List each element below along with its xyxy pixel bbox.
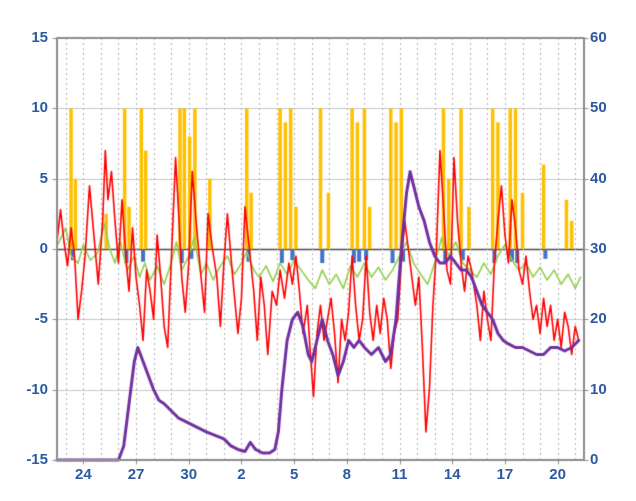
left-axis-tick-label: 15	[31, 29, 48, 46]
right-axis-tick-label: 60	[590, 29, 607, 46]
x-axis-tick-label: 20	[549, 466, 566, 483]
left-axis-tick-label: 10	[31, 99, 48, 117]
x-axis-tick-label: 27	[127, 466, 145, 483]
x-axis-tick-label: 2	[237, 466, 246, 483]
right-axis-tick-label: 0	[590, 451, 599, 468]
x-axis-tick-label: 5	[289, 466, 299, 483]
x-axis-tick-label: 17	[496, 466, 514, 483]
x-axis-tick-label: 24	[75, 466, 92, 483]
right-axis-tick-label: 10	[590, 380, 607, 398]
left-axis-tick-label: -15	[26, 451, 48, 468]
right-axis-tick-label: 30	[590, 240, 607, 257]
left-axis-tick-label: 0	[39, 240, 48, 257]
left-axis-tick-label: 5	[39, 169, 48, 187]
x-axis-tick-label: 14	[443, 466, 461, 483]
x-axis-tick-label: 30	[180, 466, 198, 483]
x-axis-tick-label: 11	[391, 466, 408, 483]
left-axis-tick-label: -5	[34, 310, 48, 328]
x-axis-tick-label: 8	[342, 466, 352, 483]
right-axis-tick-label: 40	[590, 169, 607, 187]
right-axis-tick-label: 50	[590, 99, 607, 117]
right-axis-tick-label: 20	[590, 310, 607, 328]
left-axis-tick-label: -10	[26, 380, 48, 398]
